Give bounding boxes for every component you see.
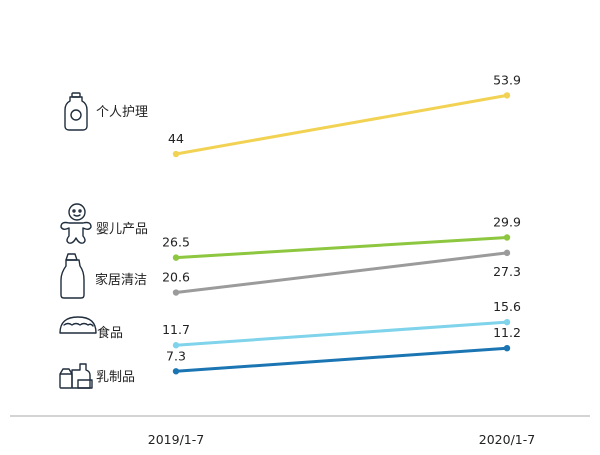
series-0-value-label-start: 44 (168, 131, 184, 146)
series-3-value-label-end: 15.6 (493, 299, 521, 314)
category-label-2: 家居清洁 (95, 272, 147, 288)
series-0-line (174, 93, 509, 156)
series-1-value-label-end: 29.9 (493, 214, 521, 229)
value-labels: 44 53.9 26.5 29.9 20.6 27.3 11.7 15.6 7.3 11.2 (162, 72, 521, 363)
taco-icon (59, 316, 97, 334)
series-2-point-start (172, 289, 180, 296)
series-4-point-start (172, 368, 180, 375)
cleaner-bottle-icon (60, 253, 85, 299)
series-0-value-label-end: 53.9 (493, 72, 521, 87)
series-1-value-label-start: 26.5 (162, 235, 190, 250)
dairy-icon (59, 363, 93, 389)
category-label-4: 乳制品 (96, 370, 135, 385)
series-4-line (174, 346, 509, 373)
category-label-0: 个人护理 (96, 105, 148, 120)
category-label-3: 食品 (97, 325, 123, 341)
series-3-line (174, 320, 509, 347)
series-0-point-end (503, 92, 511, 99)
series-4-point-end (503, 344, 511, 352)
series-1-point-start (172, 254, 180, 261)
series-1-line (174, 235, 509, 260)
series-2-point-end (503, 249, 511, 257)
series-2-value-label-end: 27.3 (493, 264, 521, 279)
series-2-value-label-start: 20.6 (162, 270, 190, 285)
series-3-point-end (503, 318, 511, 326)
series-3-point-start (172, 342, 180, 349)
category-label-1: 婴儿产品 (96, 222, 148, 237)
series-lines (174, 93, 509, 373)
lotion-bottle-icon (64, 92, 88, 131)
x-tick-label-2019: 2019/1-7 (148, 432, 204, 447)
series-points (172, 92, 511, 375)
series-1-point-end (503, 234, 511, 241)
baby-icon (60, 203, 92, 244)
series-2-line (174, 251, 509, 295)
series-0-point-start (172, 150, 180, 158)
x-tick-label-2020: 2020/1-7 (479, 432, 535, 447)
series-4-value-label-start: 7.3 (166, 348, 186, 363)
series-4-value-label-end: 11.2 (493, 325, 521, 340)
series-3-value-label-start: 11.7 (162, 322, 190, 337)
